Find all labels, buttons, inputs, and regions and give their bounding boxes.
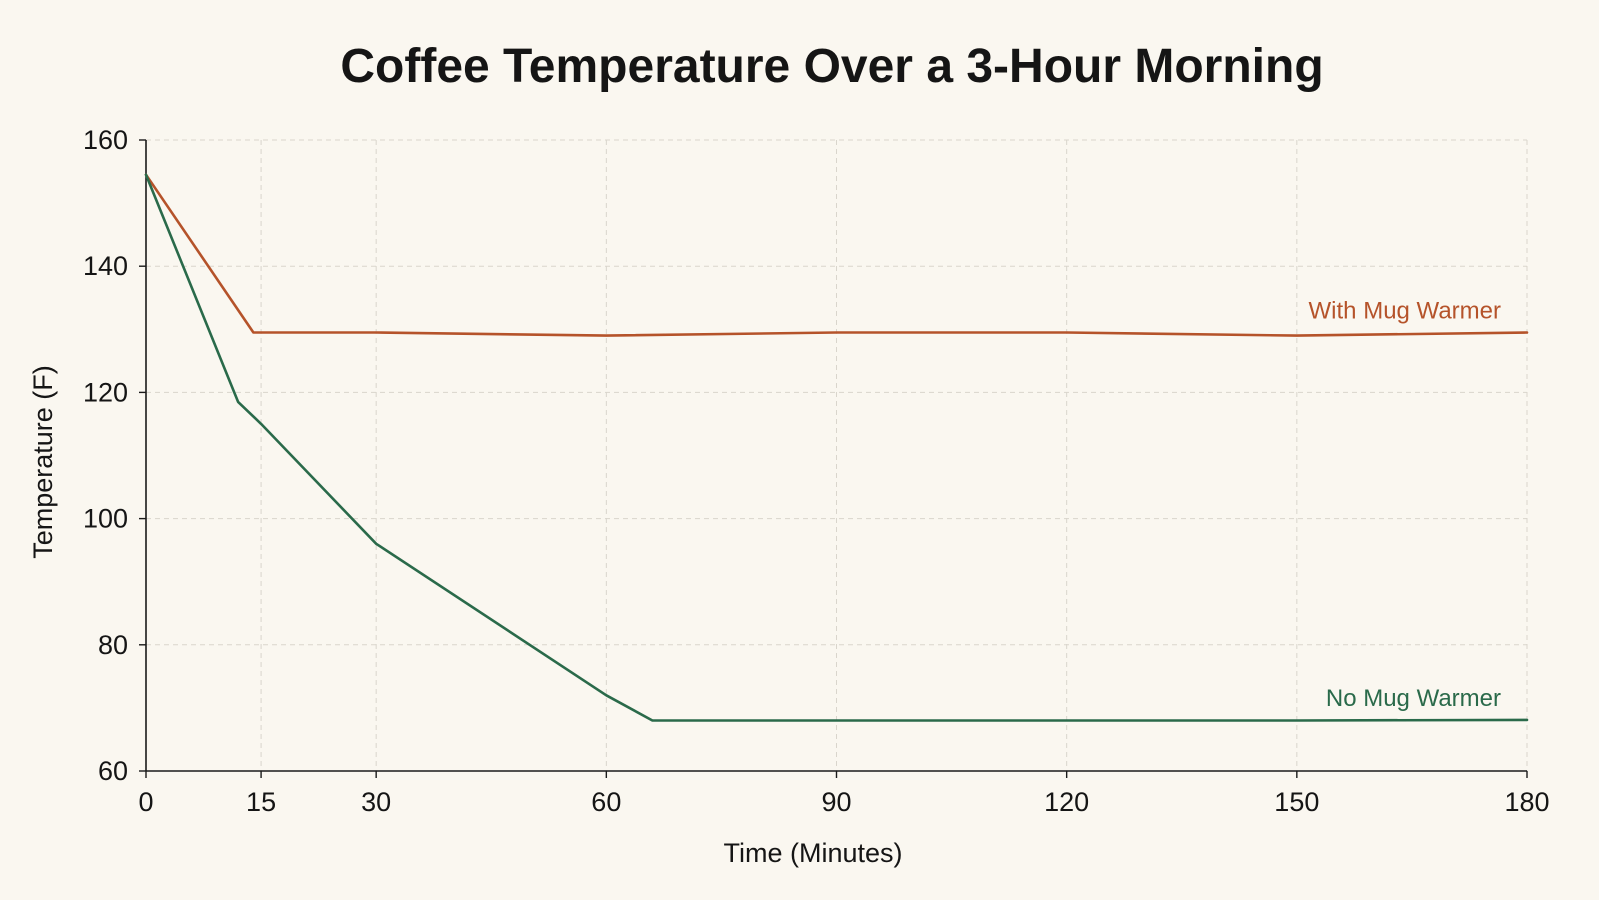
x-tick-label-120: 120	[1044, 787, 1089, 817]
x-tick-label-60: 60	[591, 787, 621, 817]
y-tick-label-80: 80	[98, 630, 128, 660]
x-tick-label-150: 150	[1274, 787, 1319, 817]
x-tick-label-90: 90	[821, 787, 851, 817]
x-tick-label-180: 180	[1504, 787, 1549, 817]
series-lines	[144, 173, 1529, 722]
series-line-with-mug-warmer	[144, 173, 1529, 337]
y-tick-label-100: 100	[83, 504, 128, 534]
y-tick-label-60: 60	[98, 756, 128, 786]
chart-title: Coffee Temperature Over a 3-Hour Morning	[340, 40, 1323, 93]
ticks: 60 80 100 120 140 160 0 15 30 60 90 120 150 180	[83, 125, 1550, 817]
y-tick-label-140: 140	[83, 251, 128, 281]
series-labels: With Mug Warmer No Mug Warmer	[1309, 297, 1501, 711]
x-tick-label-0: 0	[138, 787, 153, 817]
series-line-no-mug-warmer	[144, 173, 1529, 722]
series-label-with-mug-warmer: With Mug Warmer	[1309, 297, 1501, 324]
y-tick-label-160: 160	[83, 125, 128, 155]
y-tick-label-120: 120	[83, 377, 128, 407]
series-label-no-mug-warmer: No Mug Warmer	[1326, 685, 1501, 712]
x-axis-label: Time (Minutes)	[723, 838, 902, 868]
x-tick-label-15: 15	[246, 787, 276, 817]
y-axis-label: Temperature (F)	[28, 365, 58, 559]
grid	[146, 139, 1528, 771]
x-tick-label-30: 30	[361, 787, 391, 817]
